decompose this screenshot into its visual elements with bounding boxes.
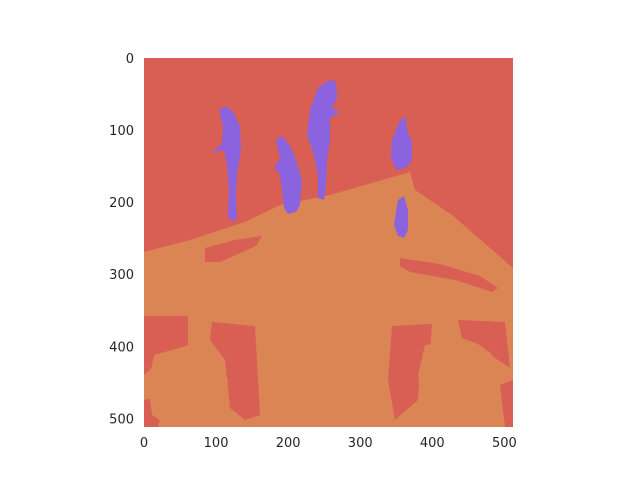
y-tick-label: 500 (109, 412, 134, 427)
y-axis: 0 100 200 300 400 500 (109, 52, 134, 427)
x-tick-label: 0 (140, 436, 148, 451)
x-tick-label: 100 (204, 436, 229, 451)
x-tick-label: 200 (276, 436, 301, 451)
structure-region-right-blob (418, 340, 500, 427)
y-tick-label: 300 (109, 268, 134, 283)
plot-area (144, 58, 513, 427)
x-tick-label: 400 (420, 436, 445, 451)
y-tick-label: 0 (126, 52, 134, 67)
y-tick-label: 200 (109, 196, 134, 211)
y-tick-label: 400 (109, 340, 134, 355)
structure-region-left-blob (148, 345, 228, 427)
x-tick-label: 500 (492, 436, 517, 451)
x-axis: 0 100 200 300 400 500 (140, 436, 517, 451)
y-tick-label: 100 (109, 124, 134, 139)
x-tick-label: 300 (348, 436, 373, 451)
